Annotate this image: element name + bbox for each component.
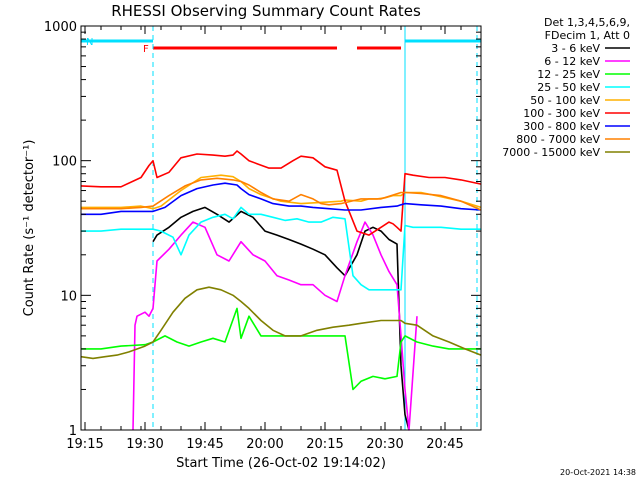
legend-label-8: 800 - 7000 keV (516, 133, 600, 146)
series-line-7 (81, 182, 482, 216)
attenuator-flags: NF (81, 37, 481, 55)
legend-label-1: 3 - 6 keV (551, 42, 600, 55)
series-line-6 (80, 150, 482, 236)
x-tick-label-2: 19:30 (126, 437, 163, 452)
legend-header-1: Det 1,3,4,5,6,9, (544, 16, 630, 29)
series-line-9 (80, 286, 482, 360)
x-axis-label: Start Time (26-Oct-02 19:14:02) (176, 456, 386, 471)
legend-label-4: 25 - 50 keV (537, 81, 600, 94)
x-tick-label-5: 20:15 (306, 437, 343, 452)
timestamp: 20-Oct-2021 14:38 (560, 468, 636, 477)
flag-label-F: F (143, 44, 149, 55)
legend-label-7: 300 - 800 keV (523, 120, 600, 133)
legend-label-3: 12 - 25 keV (537, 68, 600, 81)
y-tick-label-3: 100 (52, 155, 77, 170)
flag-label-N: N (86, 37, 93, 48)
legend: Det 1,3,4,5,6,9,FDecim 1, Att 03 - 6 keV… (502, 16, 630, 159)
x-tick-label-6: 20:30 (366, 437, 403, 452)
series-line-2 (132, 221, 418, 431)
x-tick-label-3: 19:45 (186, 437, 223, 452)
legend-label-5: 50 - 100 keV (530, 94, 600, 107)
x-tick-label-7: 20:45 (426, 437, 463, 452)
y-tick-label-4: 1000 (44, 20, 77, 35)
series-lines (80, 150, 482, 431)
y-tick-label-2: 10 (60, 289, 77, 304)
chart-title: RHESSI Observing Summary Count Rates (111, 2, 421, 20)
legend-label-6: 100 - 300 keV (523, 107, 600, 120)
series-line-5 (81, 174, 482, 210)
x-tick-label-4: 20:00 (246, 437, 283, 452)
legend-header-2: FDecim 1, Att 0 (545, 29, 630, 42)
y-tick-label-1: 1 (69, 424, 77, 439)
series-line-4 (81, 206, 481, 291)
series-line-8 (81, 177, 482, 211)
x-tick-label-1: 19:15 (66, 437, 103, 452)
series-line-3 (81, 307, 481, 391)
y-axis-label: Count Rate (s⁻¹ detector⁻¹) (22, 140, 37, 317)
axis-ticks: 19:15 19:30 19:45 20:00 20:15 20:30 20:45 1 10 10… (44, 20, 482, 452)
legend-label-2: 6 - 12 keV (544, 55, 600, 68)
series-line-1 (152, 206, 410, 431)
legend-label-9: 7000 - 15000 keV (502, 146, 600, 159)
